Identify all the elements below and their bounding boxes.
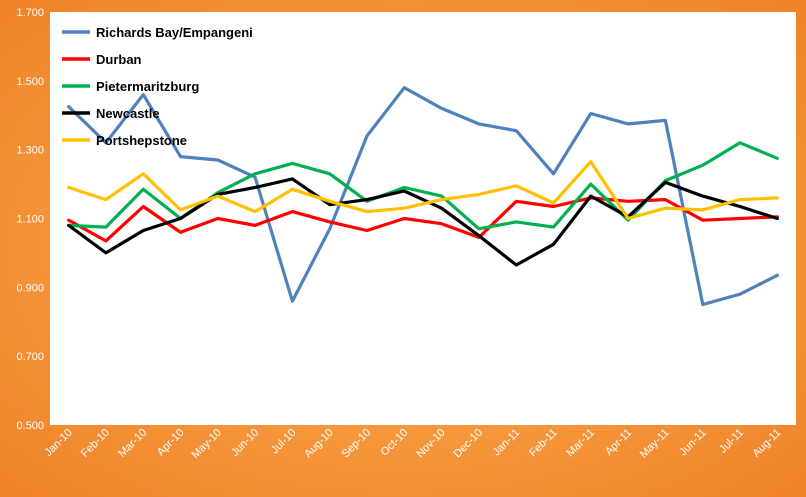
series-line-4	[67, 160, 779, 221]
plot-background	[50, 12, 796, 425]
legend-label: Pietermaritzburg	[96, 79, 199, 94]
legend-label: Durban	[96, 52, 142, 67]
series-line-0	[67, 86, 779, 307]
legend-label: Portshepstone	[96, 133, 187, 148]
y-tick-label: 0.500	[16, 420, 44, 432]
x-tick-label: Jul-11	[717, 427, 746, 456]
x-tick-label: Mar-11	[564, 427, 597, 460]
x-tick-label: Aug-10	[302, 427, 336, 461]
x-tick-label: Sep-10	[340, 427, 374, 461]
legend: Richards Bay/Empangeni Durban Pietermaritz…	[62, 25, 253, 148]
x-tick-label: Jun-10	[229, 427, 261, 459]
series-line-1	[67, 196, 779, 243]
plot-area	[50, 12, 796, 425]
series-lines	[67, 86, 779, 307]
legend-label: Richards Bay/Empangeni	[96, 25, 253, 40]
x-tick-label: Feb-11	[527, 427, 560, 460]
x-tick-label: May-11	[638, 427, 672, 461]
x-tick-label: Jul-10	[269, 427, 299, 457]
series-line-3	[67, 177, 779, 267]
x-tick-label: Jun-11	[677, 427, 709, 459]
x-axis-tick-labels: Jan-10 Feb-10 Mar-10 Apr-10 May-10 Jun-10 Jul-…	[42, 427, 783, 461]
x-tick-label: May-10	[190, 427, 224, 461]
x-tick-label: Nov-10	[414, 427, 448, 461]
y-tick-label: 1.700	[16, 7, 44, 19]
x-tick-label: Dec-10	[452, 427, 486, 461]
y-tick-label: 1.100	[16, 214, 44, 226]
y-tick-label: 0.700	[16, 351, 44, 363]
x-tick-label: Jan-10	[42, 427, 74, 459]
y-tick-label: 0.900	[16, 282, 44, 294]
x-tick-label: Apr-11	[603, 427, 634, 458]
x-tick-label: Feb-10	[79, 427, 112, 460]
x-tick-label: Aug-11	[750, 427, 783, 460]
x-tick-label: Jan-11	[491, 427, 523, 459]
x-tick-label: Mar-10	[116, 427, 149, 460]
x-tick-label: Apr-10	[155, 427, 187, 459]
x-tick-label: Oct-10	[379, 427, 411, 459]
y-axis-tick-labels: 0.500 0.700 0.900 1.100 1.300 1.500 1.700	[16, 7, 44, 432]
y-tick-label: 1.300	[16, 145, 44, 157]
legend-label: Newcastle	[96, 106, 160, 121]
y-tick-label: 1.500	[16, 76, 44, 88]
